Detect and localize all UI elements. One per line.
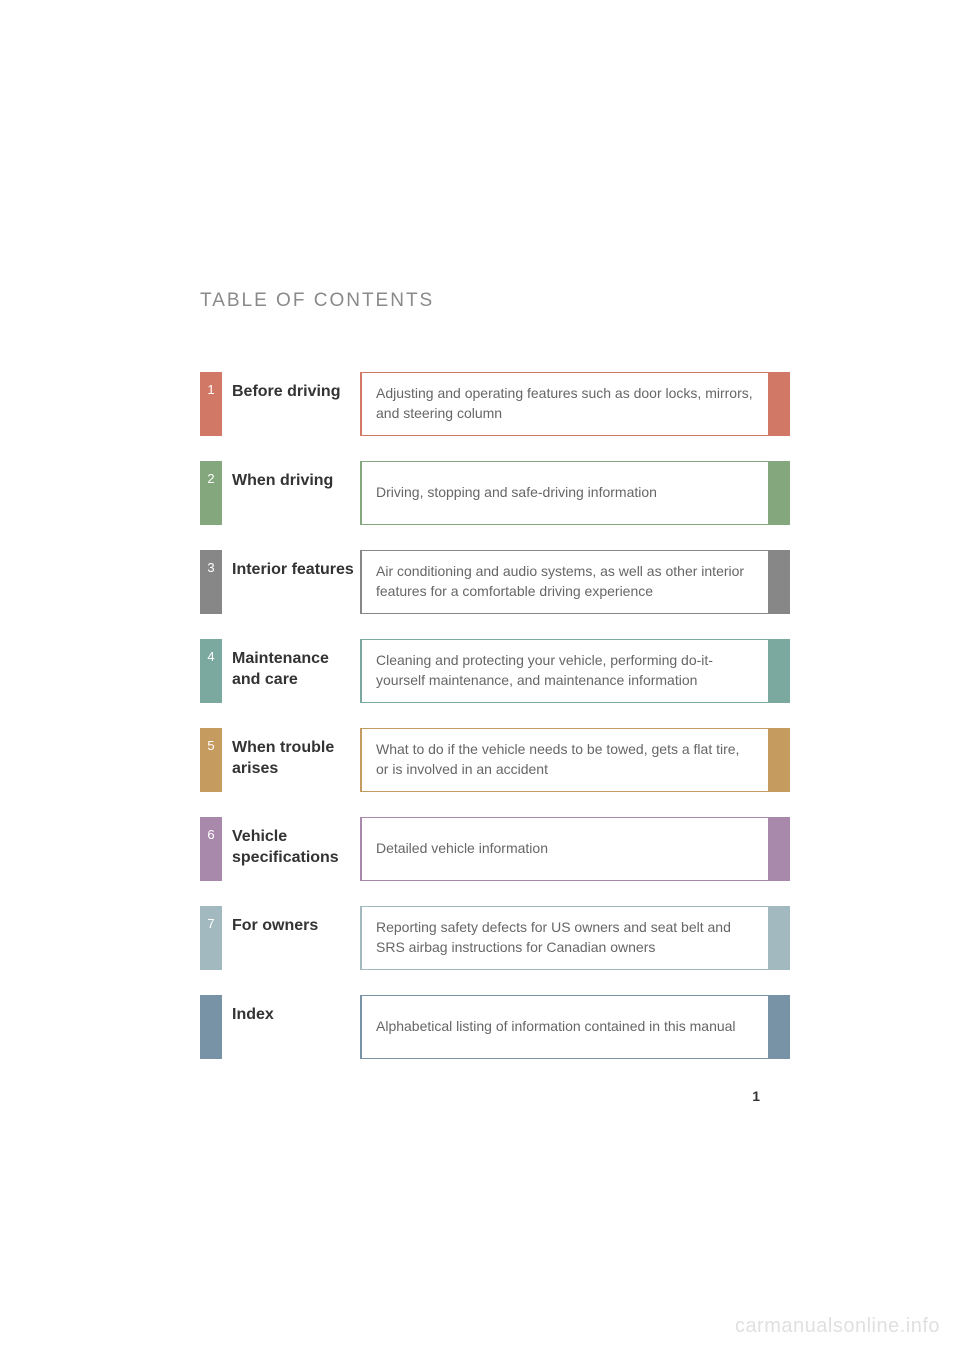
toc-row[interactable]: 5When trouble arisesWhat to do if the ve…: [200, 728, 790, 792]
section-description: What to do if the vehicle needs to be to…: [360, 728, 768, 792]
section-number-tab: [200, 995, 222, 1059]
section-end-tab: [768, 372, 790, 436]
section-title: Before driving: [222, 372, 360, 436]
section-title: When trouble arises: [222, 728, 360, 792]
toc-row[interactable]: IndexAlphabetical listing of information…: [200, 995, 790, 1059]
section-title: Index: [222, 995, 360, 1059]
toc-row[interactable]: 7For ownersReporting safety defects for …: [200, 906, 790, 970]
section-end-tab: [768, 817, 790, 881]
section-description: Air conditioning and audio systems, as w…: [360, 550, 768, 614]
section-title: For owners: [222, 906, 360, 970]
toc-row[interactable]: 2When drivingDriving, stopping and safe-…: [200, 461, 790, 525]
section-end-tab: [768, 461, 790, 525]
section-number-tab: 5: [200, 728, 222, 792]
section-description: Cleaning and protecting your vehicle, pe…: [360, 639, 768, 703]
watermark: carmanualsonline.info: [735, 1315, 940, 1338]
section-title: Vehicle specifications: [222, 817, 360, 881]
page-number: 1: [752, 1088, 760, 1104]
section-end-tab: [768, 550, 790, 614]
section-description: Driving, stopping and safe-driving infor…: [360, 461, 768, 525]
section-number-tab: 7: [200, 906, 222, 970]
section-title: Interior features: [222, 550, 360, 614]
toc-row[interactable]: 4Maintenance and careCleaning and protec…: [200, 639, 790, 703]
section-description: Detailed vehicle information: [360, 817, 768, 881]
section-end-tab: [768, 995, 790, 1059]
toc-page: TABLE OF CONTENTS 1Before drivingAdjusti…: [0, 0, 960, 1059]
toc-row[interactable]: 3Interior featuresAir conditioning and a…: [200, 550, 790, 614]
section-number-tab: 2: [200, 461, 222, 525]
toc-row[interactable]: 1Before drivingAdjusting and operating f…: [200, 372, 790, 436]
page-title: TABLE OF CONTENTS: [200, 290, 790, 312]
section-number-tab: 1: [200, 372, 222, 436]
section-title: When driving: [222, 461, 360, 525]
section-end-tab: [768, 906, 790, 970]
section-end-tab: [768, 728, 790, 792]
section-end-tab: [768, 639, 790, 703]
section-description: Alphabetical listing of information cont…: [360, 995, 768, 1059]
section-description: Reporting safety defects for US owners a…: [360, 906, 768, 970]
toc-row[interactable]: 6Vehicle specificationsDetailed vehicle …: [200, 817, 790, 881]
section-number-tab: 6: [200, 817, 222, 881]
section-title: Maintenance and care: [222, 639, 360, 703]
toc-list: 1Before drivingAdjusting and operating f…: [200, 372, 790, 1059]
section-description: Adjusting and operating features such as…: [360, 372, 768, 436]
section-number-tab: 4: [200, 639, 222, 703]
section-number-tab: 3: [200, 550, 222, 614]
